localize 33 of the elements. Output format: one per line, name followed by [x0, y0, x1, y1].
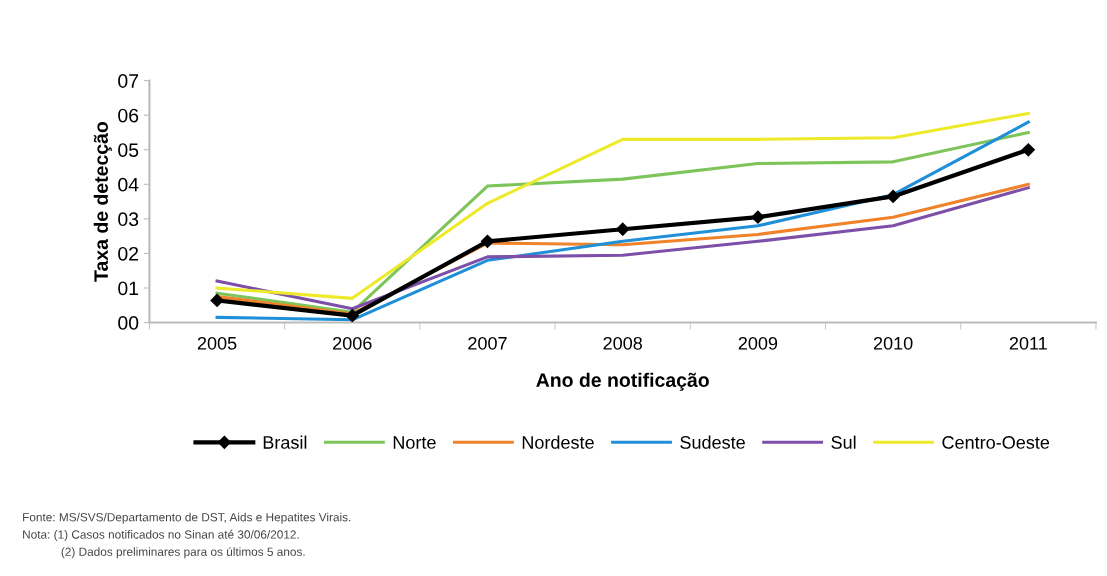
y-axis-title: Taxa de detecção	[93, 122, 112, 282]
text: Nota: (1) Casos notificados no Sinan até 30/06/2012.	[23, 529, 299, 541]
source-note: Fonte: MS/SVS/Departamento de DST, Aids e Hepatites Virais.	[23, 512, 351, 524]
y-tick-label: 02	[118, 246, 139, 261]
point	[1021, 143, 1035, 157]
x-tick-label: 2005	[197, 336, 237, 350]
legend-label: Centro-Oeste	[942, 436, 1050, 449]
point	[751, 210, 765, 224]
y-tick-label: 03	[118, 212, 139, 227]
legend-label: Brasil	[263, 435, 307, 449]
legend-label: Sul	[831, 435, 856, 449]
x-axis-title: Ano de notificação	[536, 372, 709, 391]
x-tick-label: 2011	[1009, 336, 1047, 350]
y-tick-label: 07	[118, 74, 139, 88]
text: (2) Dados preliminares para os últimos 5 anos.	[61, 547, 305, 559]
x-tick-label: 2009	[738, 336, 778, 350]
y-tick-label: 06	[118, 108, 139, 123]
point	[345, 309, 359, 323]
legend-label: Nordeste	[522, 435, 594, 449]
legend-label: Norte	[393, 436, 436, 449]
x-tick-label: 2008	[603, 336, 642, 350]
point	[480, 234, 495, 248]
x-tick-label: 2010	[873, 336, 913, 350]
x-tick-label: 2007	[468, 336, 507, 350]
y-tick-label: 05	[118, 143, 139, 157]
y-tick-label: 04	[118, 177, 139, 192]
x-tick-label: 2006	[333, 336, 372, 350]
point	[616, 222, 630, 236]
y-tick-label: 01	[118, 281, 139, 296]
legend-label: Sudeste	[680, 435, 745, 449]
point	[886, 189, 900, 204]
point	[210, 293, 224, 308]
y-tick-label: 00	[118, 316, 139, 330]
